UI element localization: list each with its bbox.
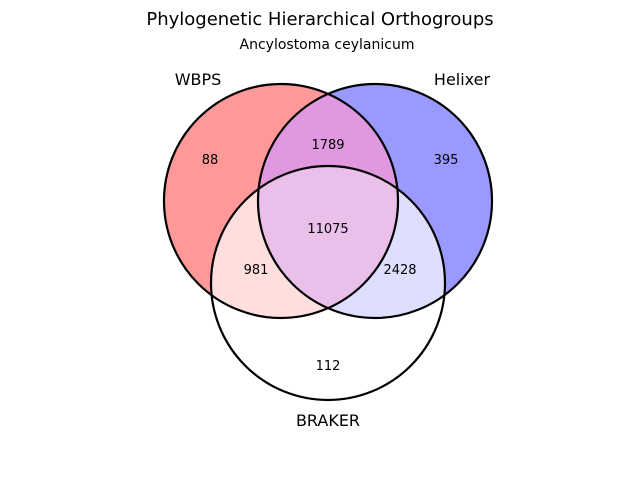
count-wbps-braker: 981 [244,263,269,278]
wbps-circle-outline [162,82,400,320]
chart-title: Phylogenetic Hierarchical Orthogroups [146,9,493,30]
count-helixer-braker: 2428 [383,263,416,278]
chart-subtitle: Ancylostoma ceylanicum [240,37,415,53]
count-helixer-only: 395 [434,153,459,168]
wbps-set-label: WBPS [175,70,222,89]
count-braker-only: 112 [316,359,341,374]
braker-set-label: BRAKER [296,411,360,430]
helixer-circle-outline [256,82,494,320]
count-wbps-helixer: 1789 [311,138,344,153]
count-wbps-only: 88 [202,153,219,168]
all-three-overlap [258,166,398,318]
braker-circle-outline [209,164,447,402]
count-all-three: 11075 [307,222,348,237]
helixer-set-label: Helixer [434,70,491,89]
